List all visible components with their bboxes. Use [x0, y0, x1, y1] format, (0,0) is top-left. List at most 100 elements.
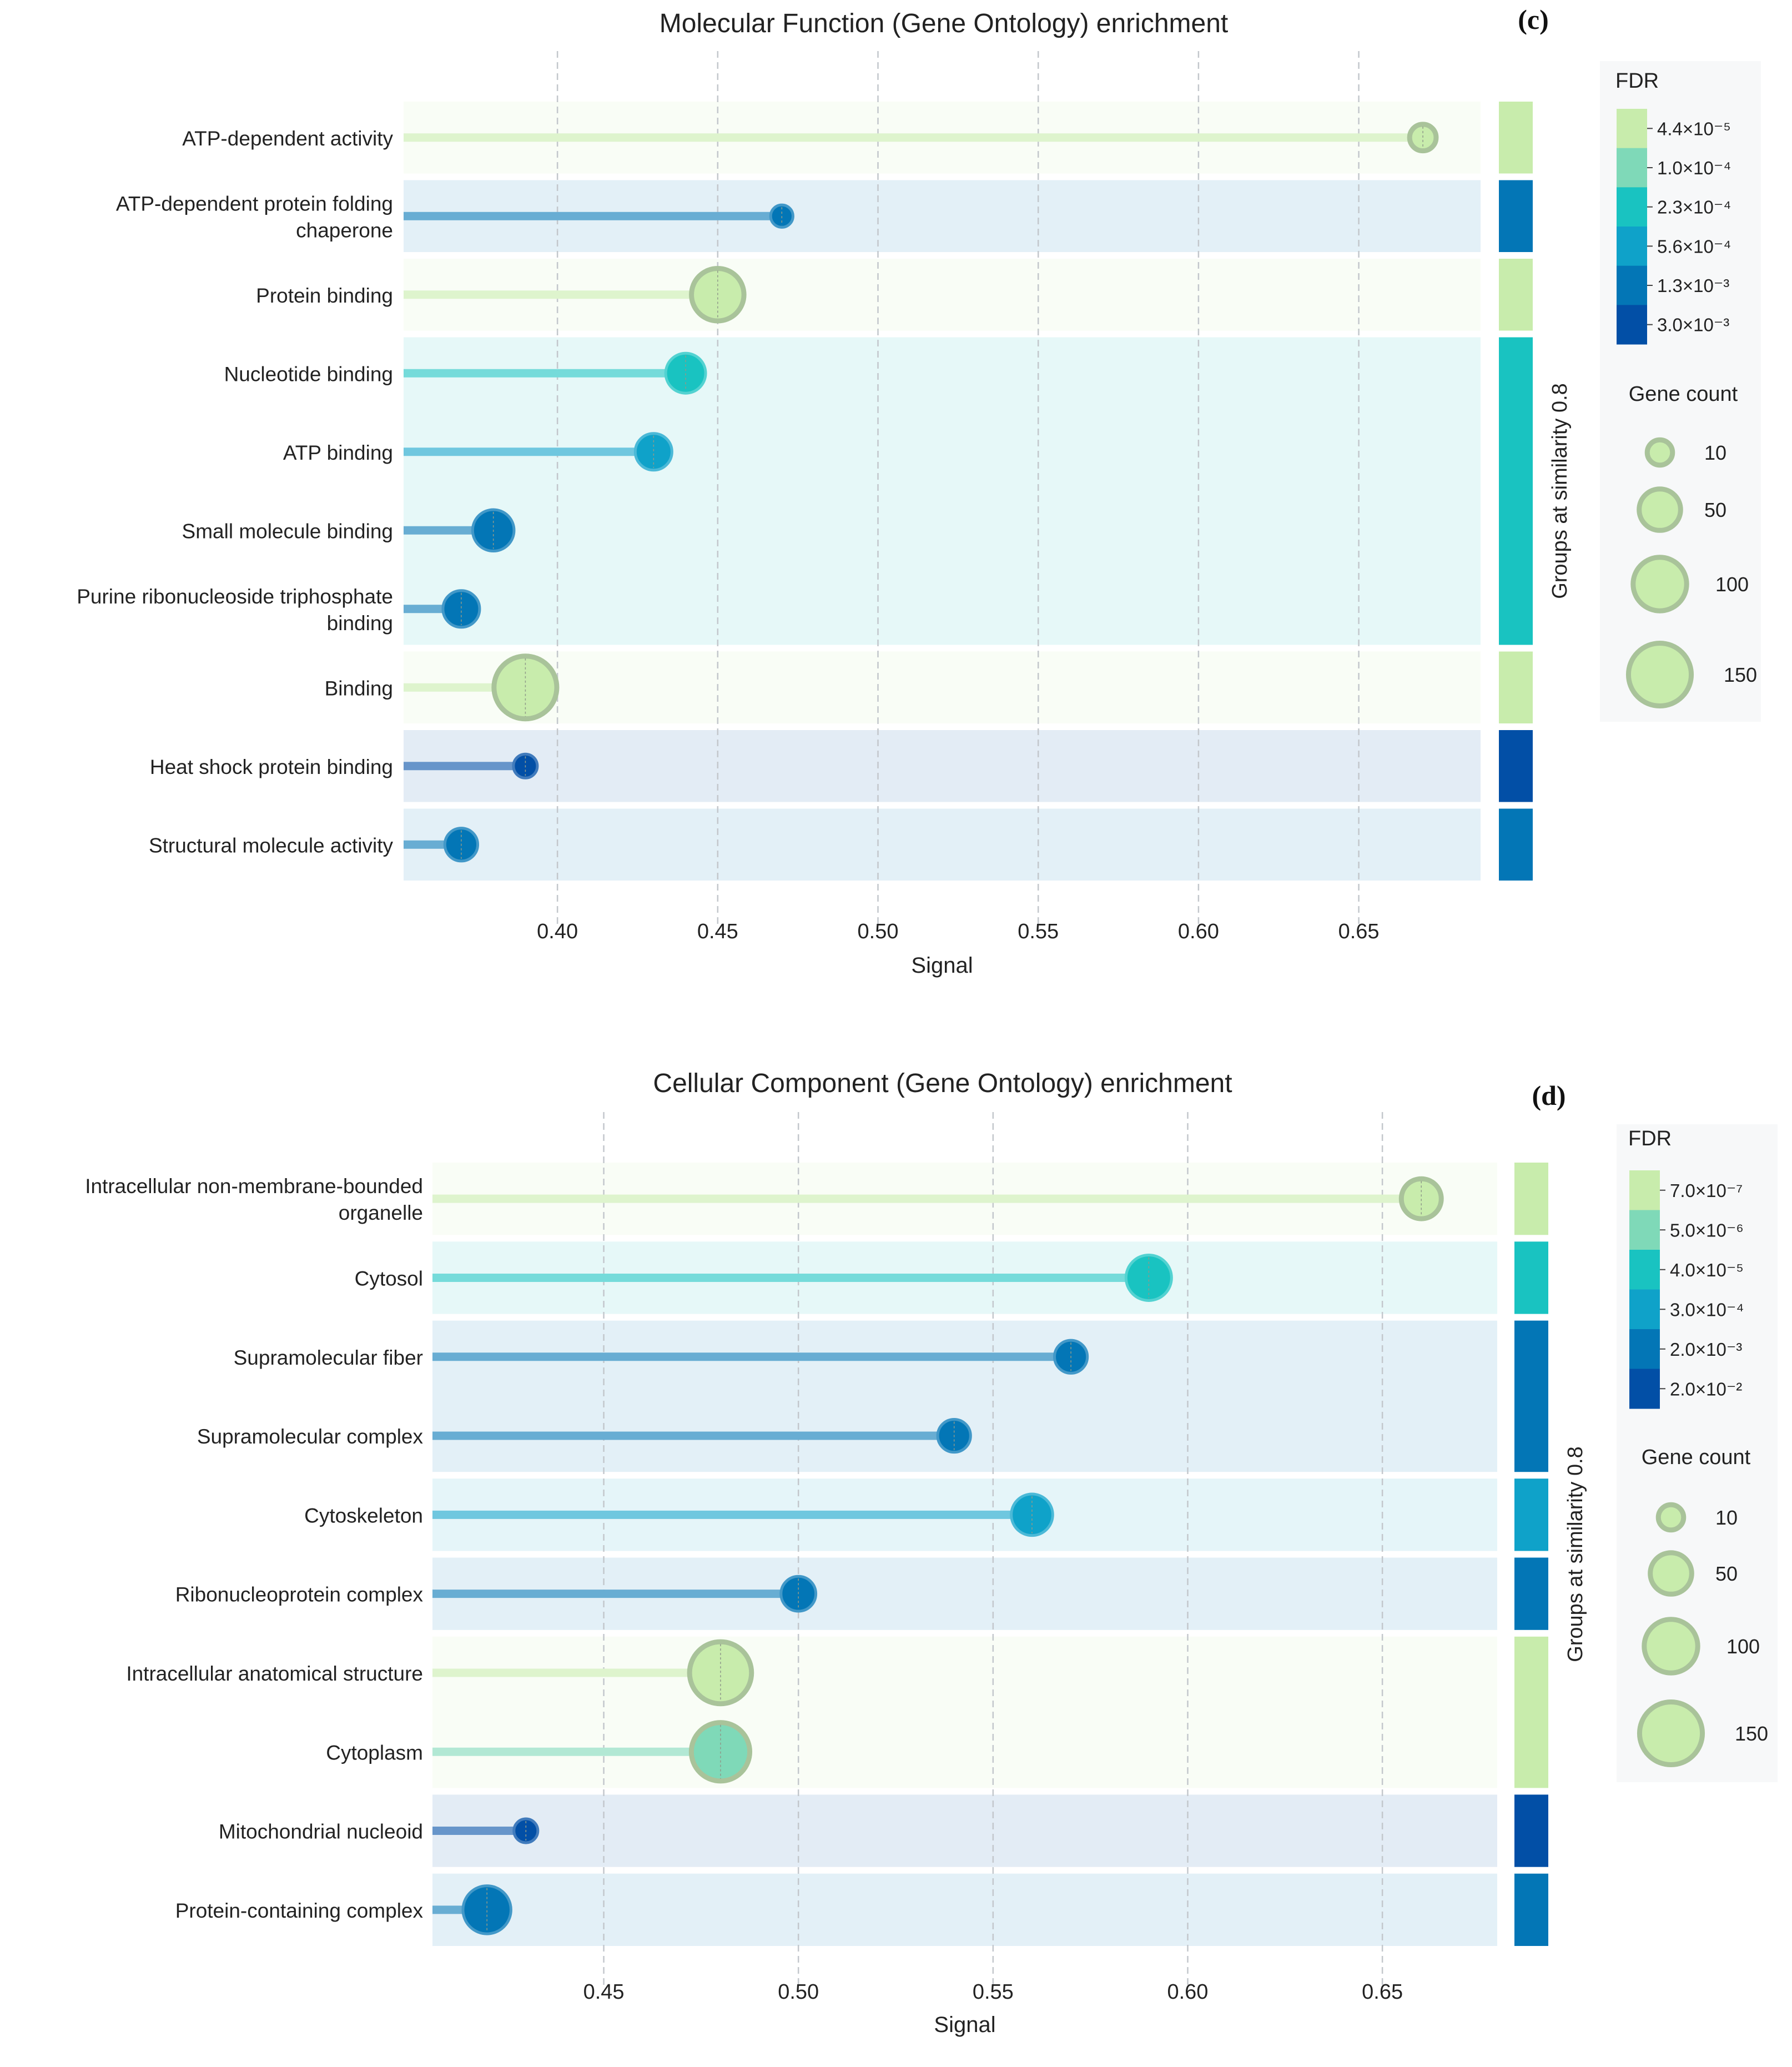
- fdr-legend-label: 4.0×10⁻⁵: [1670, 1260, 1744, 1280]
- gene-count-legend-label: 10: [1715, 1506, 1738, 1529]
- panel-letter: (c): [1518, 4, 1549, 35]
- group-color-bar: [1514, 1163, 1548, 1235]
- fdr-colorbar-segment: [1629, 1170, 1660, 1210]
- fdr-legend-label: 2.3×10⁻⁴: [1657, 197, 1731, 218]
- x-tick-label: 0.50: [858, 920, 899, 943]
- lollipop-dot: [491, 653, 560, 722]
- group-band: [404, 337, 1481, 645]
- term-label: Nucleotide binding: [224, 363, 393, 385]
- term-label: Intracellular non-membrane-bounded: [85, 1175, 423, 1198]
- x-axis-label: Signal: [934, 2013, 995, 2037]
- gene-count-legend-dot: [1655, 1502, 1687, 1533]
- group-band: [404, 808, 1481, 881]
- term-label: Structural molecule activity: [149, 834, 394, 857]
- group-color-bar: [1499, 102, 1533, 174]
- fdr-legend-label: 2.0×10⁻²: [1670, 1379, 1742, 1399]
- term-label: binding: [327, 612, 393, 635]
- gene-count-legend-label: 100: [1715, 573, 1749, 596]
- fdr-legend-label: 1.0×10⁻⁴: [1657, 158, 1731, 178]
- group-color-bar: [1514, 1320, 1548, 1472]
- term-label: Protein-containing complex: [175, 1899, 424, 1922]
- fdr-legend-label: 4.4×10⁻⁵: [1657, 118, 1731, 139]
- gene-count-legend-label: 150: [1724, 663, 1757, 686]
- term-label: Supramolecular complex: [197, 1425, 424, 1448]
- term-label: Protein binding: [256, 284, 393, 307]
- fdr-legend-label: 3.0×10⁻⁴: [1670, 1299, 1744, 1320]
- fdr-colorbar-segment: [1629, 1329, 1660, 1369]
- group-color-bar: [1514, 1873, 1548, 1946]
- x-tick-label: 0.60: [1167, 1980, 1208, 2004]
- gene-count-legend-label: 50: [1704, 499, 1726, 521]
- gene-count-legend-dot: [1625, 640, 1694, 709]
- group-band: [404, 651, 1481, 723]
- lollipop-dot: [1398, 1176, 1444, 1221]
- group-band: [432, 1873, 1497, 1946]
- gene-count-legend-dot: [1644, 437, 1675, 468]
- molecular-function-panel: Molecular Function (Gene Ontology) enric…: [77, 4, 1761, 978]
- group-color-bar: [1514, 1636, 1548, 1788]
- term-label: Small molecule binding: [182, 520, 393, 542]
- fdr-colorbar-segment: [1629, 1250, 1660, 1290]
- term-label: Purine ribonucleoside triphosphate: [77, 585, 393, 608]
- gene-count-legend-dot: [1630, 555, 1689, 613]
- gene-count-legend-dot: [1642, 1617, 1700, 1676]
- fdr-legend-label: 7.0×10⁻⁷: [1670, 1180, 1743, 1201]
- group-color-bar: [1499, 651, 1533, 723]
- x-axis-label: Signal: [911, 953, 973, 978]
- group-color-bar: [1499, 259, 1533, 331]
- gene-count-legend-label: 50: [1715, 1562, 1738, 1585]
- group-color-bar: [1514, 1557, 1548, 1630]
- x-tick-label: 0.50: [778, 1980, 819, 2004]
- lollipop-dot: [441, 589, 481, 629]
- group-band: [404, 730, 1481, 802]
- fdr-colorbar-segment: [1617, 227, 1647, 266]
- gene-count-legend-title: Gene count: [1629, 383, 1738, 406]
- term-label: Binding: [325, 677, 393, 700]
- x-tick-label: 0.60: [1178, 920, 1219, 943]
- fdr-legend-label: 5.6×10⁻⁴: [1657, 236, 1731, 257]
- chart-title: Cellular Component (Gene Ontology) enric…: [653, 1069, 1232, 1098]
- gene-count-legend-dot: [1648, 1550, 1694, 1597]
- fdr-legend-title: FDR: [1628, 1127, 1672, 1150]
- lollipop-dot: [633, 432, 673, 472]
- fdr-legend-label: 5.0×10⁻⁶: [1670, 1220, 1744, 1240]
- gene-count-legend-label: 100: [1726, 1635, 1760, 1658]
- term-label: ATP-dependent protein folding: [116, 192, 393, 215]
- term-label: Cytosol: [355, 1267, 423, 1290]
- group-band: [432, 1794, 1497, 1867]
- group-band: [432, 1636, 1497, 1788]
- group-color-bar: [1514, 1794, 1548, 1867]
- fdr-colorbar-segment: [1629, 1289, 1660, 1330]
- fdr-legend-label: 2.0×10⁻³: [1670, 1339, 1742, 1360]
- chart-title: Molecular Function (Gene Ontology) enric…: [660, 9, 1228, 38]
- group-color-bar: [1499, 730, 1533, 802]
- term-label: Cytoskeleton: [304, 1504, 423, 1527]
- panel-letter: (d): [1532, 1080, 1566, 1111]
- term-label: ATP-dependent activity: [182, 127, 393, 150]
- term-label: Supramolecular fiber: [234, 1346, 423, 1369]
- x-tick-label: 0.40: [537, 920, 578, 943]
- group-color-bar: [1514, 1478, 1548, 1551]
- term-label: chaperone: [296, 219, 393, 242]
- term-label: Mitochondrial nucleoid: [219, 1820, 423, 1843]
- lollipop-dot: [664, 351, 707, 395]
- term-label: Ribonucleoprotein complex: [175, 1583, 424, 1606]
- group-color-bar: [1499, 808, 1533, 881]
- x-tick-label: 0.65: [1338, 920, 1380, 943]
- cellular-component-panel: Cellular Component (Gene Ontology) enric…: [85, 1069, 1778, 2037]
- term-label: ATP binding: [283, 441, 393, 464]
- fdr-colorbar-segment: [1617, 148, 1647, 188]
- fdr-colorbar-segment: [1617, 305, 1647, 345]
- gene-count-legend-label: 10: [1704, 441, 1726, 464]
- term-label: Heat shock protein binding: [150, 756, 393, 778]
- group-color-bar: [1499, 337, 1533, 645]
- fdr-colorbar-segment: [1617, 265, 1647, 305]
- fdr-legend-label: 3.0×10⁻³: [1657, 315, 1729, 335]
- gene-count-legend-dot: [1637, 1699, 1705, 1768]
- lollipop-dot: [461, 1884, 512, 1935]
- term-label: Cytoplasm: [326, 1741, 423, 1764]
- group-color-bar: [1499, 180, 1533, 252]
- gene-count-legend-dot: [1637, 486, 1683, 533]
- term-label: Intracellular anatomical structure: [126, 1662, 423, 1685]
